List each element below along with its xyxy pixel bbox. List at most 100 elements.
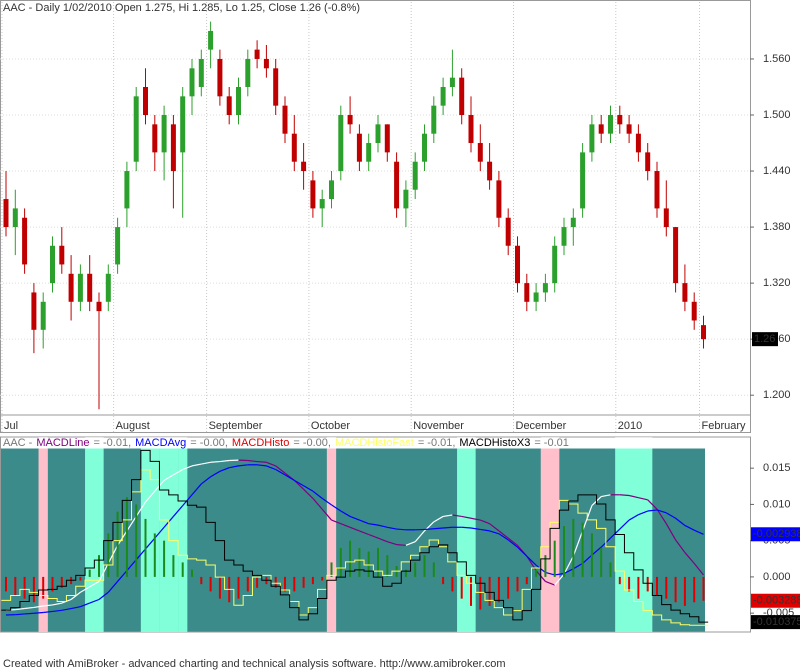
histogram-bar: [98, 555, 100, 577]
x-tick-label: December: [516, 420, 567, 432]
legend-value: = -0.01,: [418, 437, 456, 449]
candle-body: [22, 217, 28, 265]
x-tick-label: September: [209, 420, 263, 432]
line-segment: [517, 546, 528, 557]
line-segment: [443, 514, 453, 518]
line-segment: [443, 526, 453, 529]
y-tick-label: 1.560: [763, 53, 791, 65]
line-segment: [238, 464, 248, 467]
line-segment: [554, 573, 565, 586]
line-segment: [349, 515, 360, 521]
line-segment: [545, 580, 555, 586]
legend-entry: MACDHistoX3: [459, 437, 530, 449]
histogram-bar: [404, 569, 407, 577]
legend-prefix: AAC -: [3, 437, 33, 449]
line-segment: [89, 580, 100, 588]
candle-body: [449, 77, 455, 87]
histogram-bar: [646, 576, 649, 592]
histogram-bar: [535, 569, 538, 577]
line-segment: [572, 562, 583, 570]
histogram-bar: [172, 555, 175, 577]
histogram-bar: [600, 547, 603, 577]
line-segment: [257, 464, 267, 467]
line-segment: [191, 483, 202, 496]
candle-body: [133, 96, 139, 162]
line-segment: [135, 501, 147, 517]
candle-body: [143, 86, 148, 116]
legend-entry: MACDHisto: [232, 437, 289, 449]
candle-body: [645, 152, 651, 172]
line-segment: [89, 598, 100, 604]
candle-body: [691, 301, 697, 321]
histogram-bar: [237, 576, 240, 599]
histogram-bar: [544, 555, 547, 577]
footer: Created with AmiBroker - advanced charti…: [3, 658, 506, 670]
line-segment: [61, 607, 72, 611]
histogram-bar: [79, 576, 82, 581]
histogram-bar: [693, 576, 696, 603]
candle-body: [375, 124, 381, 144]
x-tick-label: February: [702, 420, 747, 432]
candle-body: [245, 58, 251, 87]
legend-strip: [1, 437, 705, 449]
line-segment: [628, 494, 639, 499]
line-segment: [619, 494, 630, 497]
histogram-bar: [683, 576, 686, 606]
line-segment: [591, 546, 602, 556]
x-tick-label: October: [311, 420, 350, 432]
state-band: [178, 437, 188, 632]
candle-body: [319, 199, 325, 209]
line-segment: [424, 528, 434, 531]
legend-entry: MACDLine: [36, 437, 89, 449]
line-segment: [693, 529, 704, 535]
candle-body: [208, 30, 214, 50]
histogram-bar: [256, 576, 259, 588]
line-segment: [601, 494, 611, 498]
candle-body: [77, 273, 83, 302]
line-segment: [470, 527, 481, 531]
candle-body: [515, 245, 520, 284]
histogram-bar: [507, 576, 510, 599]
candle-body: [254, 49, 260, 59]
histogram-bar: [377, 547, 379, 577]
line-segment: [563, 568, 574, 575]
line-segment: [461, 526, 472, 529]
line-segment: [80, 586, 91, 593]
candle-body: [580, 152, 586, 209]
histogram-bar: [367, 551, 370, 577]
line-segment: [210, 460, 220, 463]
candle-body: [440, 86, 446, 106]
x-tick-label: Jul: [4, 420, 18, 432]
candle-body: [338, 115, 344, 172]
candle-body: [431, 105, 437, 134]
candle-body: [459, 77, 465, 116]
legend-value: = -0.01,: [94, 437, 132, 449]
y-tick-label: 1.500: [763, 109, 791, 121]
y-tick-label: 0.015: [763, 462, 791, 474]
candle-body: [701, 325, 706, 340]
line-segment: [182, 494, 193, 507]
candle-body: [12, 208, 18, 228]
line-segment: [201, 461, 211, 465]
line-segment: [24, 612, 34, 615]
candle-body: [552, 245, 558, 284]
line-segment: [582, 554, 593, 564]
line-segment: [275, 468, 286, 476]
line-segment: [312, 490, 323, 499]
candle-body: [394, 161, 400, 209]
line-segment: [647, 499, 658, 510]
candle-body: [524, 283, 530, 302]
candle-body: [617, 115, 623, 125]
candle-body: [487, 161, 493, 181]
line-segment: [135, 548, 146, 561]
line-segment: [684, 552, 695, 564]
line-segment: [433, 527, 444, 530]
line-segment: [293, 479, 304, 487]
line-segment: [210, 470, 221, 478]
line-segment: [693, 563, 704, 576]
line-segment: [507, 537, 518, 546]
histogram-bar: [60, 576, 63, 588]
histogram-bar: [125, 497, 128, 577]
histogram-bar: [339, 547, 342, 577]
candle-body: [226, 96, 232, 116]
